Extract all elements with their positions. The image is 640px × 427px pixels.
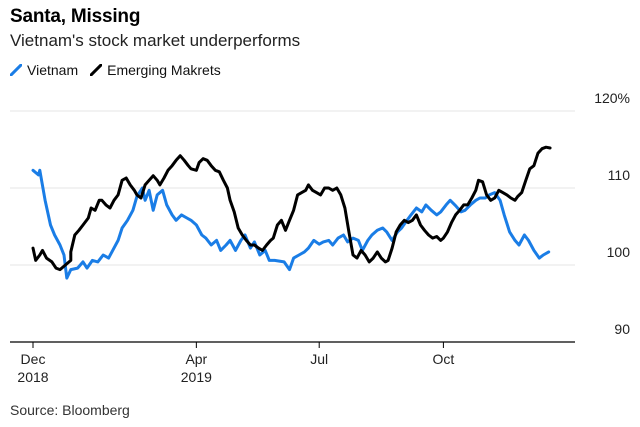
legend: Vietnam Emerging Makrets [10,62,227,78]
x-tick-label: Oct [433,351,455,367]
legend-label-emerging-markets: Emerging Makrets [107,62,221,78]
x-tick-label: Dec [21,351,46,367]
x-tick-label-year: 2019 [181,369,212,385]
gridlines [10,110,575,266]
series-lines [31,145,552,280]
y-tick-label: 110 [608,167,631,183]
legend-swatch-vietnam-icon [10,64,22,76]
y-tick-label: 120% [594,90,630,106]
y-tick-label: 90 [614,321,630,337]
y-tick-label: 100 [607,244,631,260]
legend-label-vietnam: Vietnam [27,62,79,78]
y-axis-ticks: 120% 110 100 90 [594,90,630,337]
chart-subtitle: Vietnam's stock market underperforms [10,31,301,50]
source-note: Source: Bloomberg [10,402,130,418]
series-line-emerging-makrets [31,145,552,272]
x-tick-label-year: 2018 [17,369,48,385]
x-tick-label: Apr [185,351,207,367]
x-tick-label: Jul [310,351,328,367]
legend-item-vietnam: Vietnam [10,62,78,78]
series-line-vietnam [31,168,551,280]
chart-title: Santa, Missing [10,6,141,27]
legend-item-emerging-markets: Emerging Makrets [90,62,221,78]
x-axis: Dec 2018 Apr 2019 Jul Oct [10,341,575,385]
legend-swatch-emerging-markets-icon [90,64,103,76]
